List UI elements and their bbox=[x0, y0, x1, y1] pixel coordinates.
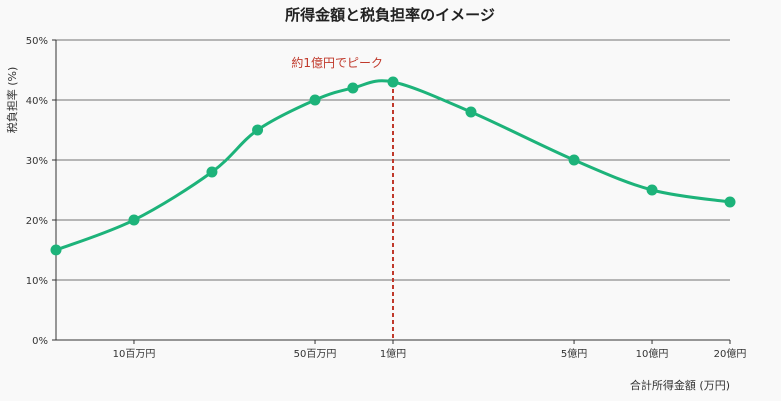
data-point bbox=[724, 196, 736, 208]
data-point bbox=[206, 166, 218, 178]
x-axis-label: 合計所得金額 (万円) bbox=[630, 378, 730, 392]
data-point bbox=[50, 244, 62, 256]
data-point bbox=[347, 82, 359, 94]
x-tick-label: 1億円 bbox=[380, 347, 406, 360]
y-tick-label: 50% bbox=[26, 36, 48, 47]
annotation-layer: 約1億円でピーク bbox=[291, 55, 394, 340]
data-point bbox=[128, 214, 140, 226]
axis-layer: 0% 10% 20% 30% 40% 50% 10百万円 50百万円 1億円 5億円 10億円 20億… bbox=[26, 36, 747, 360]
chart-title: 所得金額と税負担率のイメージ bbox=[285, 6, 495, 24]
y-tick-label: 30% bbox=[26, 156, 48, 167]
data-point bbox=[568, 154, 580, 166]
data-point bbox=[646, 184, 658, 196]
series-layer bbox=[50, 76, 736, 256]
y-tick-label: 0% bbox=[32, 336, 48, 347]
y-tick-label: 40% bbox=[26, 96, 48, 107]
x-tick-label: 50百万円 bbox=[294, 348, 337, 360]
y-tick-label: 10% bbox=[26, 276, 48, 287]
peak-annotation: 約1億円でピーク bbox=[291, 55, 383, 70]
data-point bbox=[309, 94, 321, 106]
x-tick-label: 20億円 bbox=[714, 347, 747, 360]
x-tick-label: 5億円 bbox=[561, 347, 587, 360]
data-point bbox=[465, 106, 477, 118]
x-tick-label: 10億円 bbox=[636, 347, 669, 360]
data-point bbox=[252, 124, 264, 136]
y-tick-label: 20% bbox=[26, 216, 48, 227]
y-axis-label: 税負担率 (%) bbox=[5, 67, 19, 134]
x-tick-label: 10百万円 bbox=[113, 348, 156, 360]
data-point bbox=[387, 76, 399, 88]
